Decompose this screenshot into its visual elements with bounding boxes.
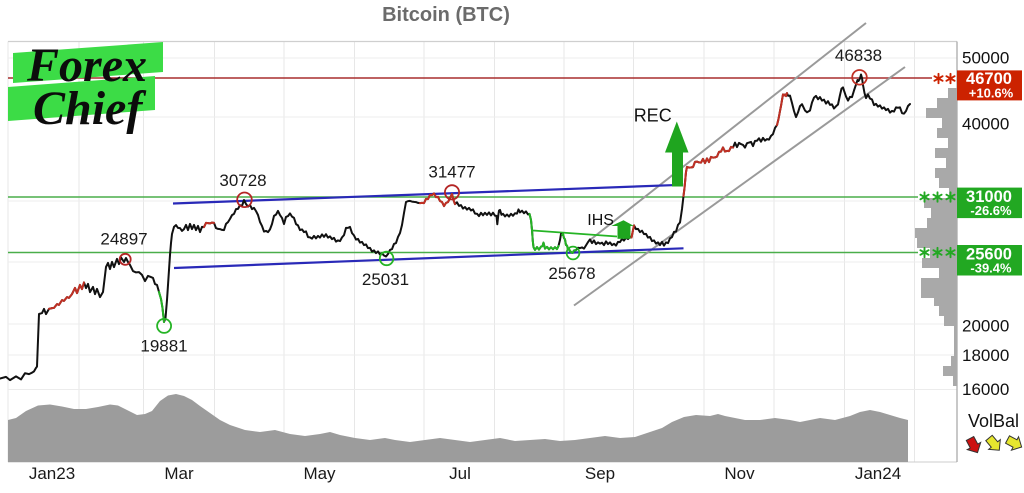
svg-text:Sep: Sep xyxy=(585,464,615,483)
svg-text:Mar: Mar xyxy=(164,464,194,483)
svg-text:19881: 19881 xyxy=(140,337,187,356)
svg-text:Jan23: Jan23 xyxy=(29,464,75,483)
svg-text:-39.4%: -39.4% xyxy=(970,261,1012,276)
svg-text:-26.6%: -26.6% xyxy=(970,203,1012,218)
svg-text:Nov: Nov xyxy=(724,464,755,483)
svg-text:Jul: Jul xyxy=(449,464,471,483)
svg-text:20000: 20000 xyxy=(962,317,1009,336)
svg-text:IHS: IHS xyxy=(587,212,614,229)
svg-text:40000: 40000 xyxy=(962,115,1009,134)
svg-text:24897: 24897 xyxy=(100,230,147,249)
svg-text:31477: 31477 xyxy=(428,163,475,182)
svg-text:31000: 31000 xyxy=(966,188,1012,206)
svg-text:25600: 25600 xyxy=(966,246,1012,264)
svg-text:Jan24: Jan24 xyxy=(855,464,901,483)
svg-text:16000: 16000 xyxy=(962,380,1009,399)
svg-text:Chief: Chief xyxy=(33,82,146,135)
svg-text:REC: REC xyxy=(634,106,672,126)
svg-text:46838: 46838 xyxy=(835,46,882,65)
svg-text:Bitcoin (BTC): Bitcoin (BTC) xyxy=(382,4,510,26)
svg-text:25678: 25678 xyxy=(548,264,595,283)
svg-text:VolBal: VolBal xyxy=(968,411,1019,431)
svg-text:46700: 46700 xyxy=(966,70,1012,88)
svg-text:50000: 50000 xyxy=(962,49,1009,68)
svg-text:18000: 18000 xyxy=(962,346,1009,365)
svg-text:30728: 30728 xyxy=(219,171,266,190)
svg-text:Forex: Forex xyxy=(26,39,147,92)
svg-text:+10.6%: +10.6% xyxy=(969,86,1014,101)
svg-text:25031: 25031 xyxy=(362,270,409,289)
svg-text:May: May xyxy=(303,464,336,483)
